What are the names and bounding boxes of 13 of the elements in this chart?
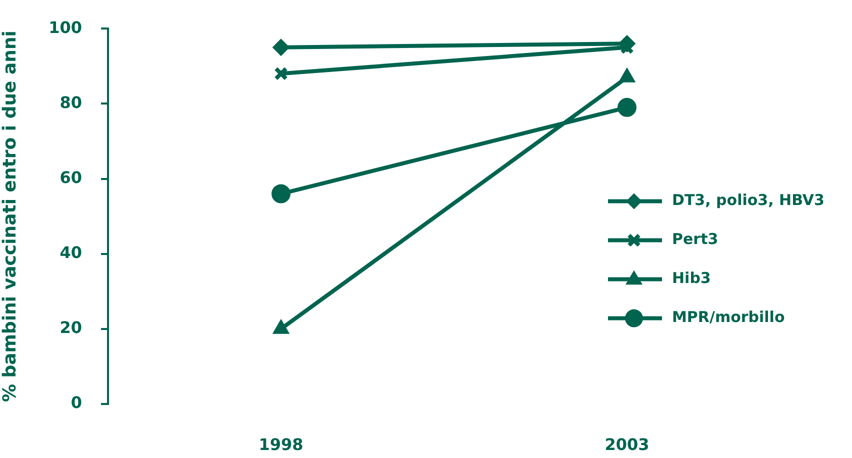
- y-tick-label: 60: [60, 168, 82, 187]
- y-tick-label: 20: [60, 318, 82, 338]
- x-tick-label: 1998: [258, 434, 304, 454]
- y-tick-label: 80: [60, 92, 82, 112]
- legend-label: Hib3: [672, 269, 711, 288]
- legend-label: DT3, polio3, HBV3: [672, 191, 824, 210]
- legend-label: Pert3: [672, 230, 718, 248]
- legend-label: MPR/morbillo: [672, 308, 785, 326]
- x-tick-label: 2003: [604, 434, 650, 454]
- y-axis-title: % bambini vaccinati entro i due anni: [0, 30, 20, 402]
- y-tick-label: 0: [70, 393, 82, 412]
- y-tick-label: 100: [48, 18, 82, 37]
- y-tick-label: 40: [60, 242, 82, 262]
